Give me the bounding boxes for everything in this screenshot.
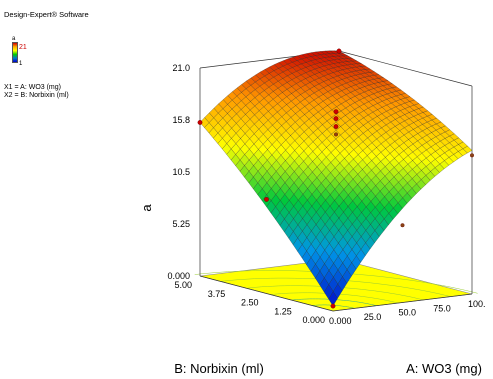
- z-tick-label: 10.5: [172, 167, 190, 177]
- legend-low-value: 1: [19, 61, 23, 67]
- design-point: [470, 153, 475, 158]
- z-tick-label: 21.0: [172, 63, 190, 73]
- design-points: [197, 48, 475, 309]
- software-title: Design-Expert® Software: [4, 10, 89, 19]
- floor-edge-left: [199, 275, 334, 312]
- z-axis-title: a: [139, 204, 154, 212]
- x-axis-title: A: WO3 (mg): [406, 361, 482, 376]
- design-point: [197, 120, 203, 125]
- axis-labels: a B: Norbixin (ml) A: WO3 (mg): [139, 204, 482, 376]
- y-tick-label: 5.00: [174, 280, 192, 290]
- design-point: [333, 124, 339, 129]
- design-point: [334, 132, 339, 137]
- design-point: [330, 303, 336, 309]
- legend-response-name: a: [12, 36, 16, 42]
- x-tick-label: 75.0: [433, 303, 451, 313]
- z-tick-label: 15.8: [172, 115, 190, 125]
- factor-x1-label: X1 = A: WO3 (mg): [4, 84, 61, 91]
- design-point: [333, 109, 339, 115]
- y-tick-label: 3.75: [208, 289, 226, 299]
- design-point: [336, 48, 342, 54]
- design-point: [333, 116, 339, 122]
- y-tick-label: 0.000: [302, 315, 325, 325]
- x-tick-label: 25.0: [364, 312, 382, 322]
- y-tick-label: 2.50: [241, 298, 259, 308]
- z-tick-label: 0.000: [167, 271, 190, 281]
- x-tick-label: 100.: [468, 299, 486, 309]
- design-point: [400, 223, 405, 228]
- y-tick-label: 1.25: [274, 306, 292, 316]
- design-point: [264, 197, 269, 202]
- top-edge-right: [338, 50, 473, 87]
- x-tick-label: 50.0: [399, 308, 417, 318]
- z-tick-label: 5.25: [172, 219, 190, 229]
- factor-x2-label: X2 = B: Norbixin (ml): [4, 92, 69, 99]
- tick-labels: 0.000 5.25 10.5 15.8 21.0 0.000 25.0 50.0 75.0 10…: [167, 63, 485, 326]
- x-tick-label: 0.000: [329, 316, 352, 326]
- y-axis-title: B: Norbixin (ml): [174, 361, 264, 376]
- legend-high-value: 21: [19, 44, 27, 51]
- floor-edge-front: [332, 293, 473, 312]
- legend-color-bar: [12, 42, 18, 63]
- response-surface: [199, 50, 473, 307]
- side-panel: Design-Expert® Software a 21 1 X1 = A: W…: [0, 0, 140, 120]
